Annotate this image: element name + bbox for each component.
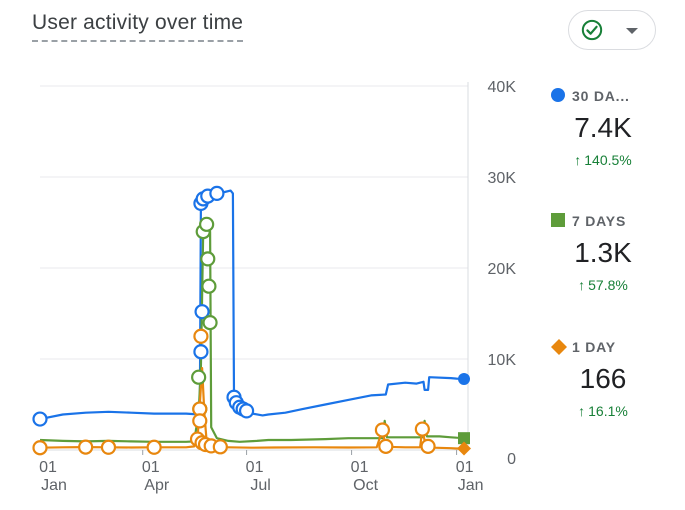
x-tick-label: 01 — [39, 459, 57, 476]
arrow-up-icon: ↑ — [574, 152, 582, 168]
diamond-marker-icon — [551, 339, 567, 355]
square-marker-icon — [551, 213, 565, 227]
data-point-marker — [420, 438, 436, 454]
series-line-0 — [39, 189, 469, 421]
legend-change: ↑ 16.1% — [578, 403, 628, 419]
data-point-marker — [32, 440, 48, 456]
series-end-marker — [457, 441, 471, 456]
series-line-1 — [39, 221, 469, 443]
data-point-marker — [201, 278, 217, 294]
arrow-up-icon: ↑ — [578, 277, 586, 293]
legend-value: 1.3K — [574, 237, 632, 268]
data-point-marker — [78, 439, 94, 455]
arrow-up-icon: ↑ — [578, 403, 586, 419]
data-point-marker — [191, 369, 207, 385]
data-point-marker — [209, 185, 225, 201]
data-point-marker — [212, 439, 228, 455]
legend-label: 1 DAY — [572, 339, 616, 355]
x-tick-label: 01 — [351, 459, 369, 476]
legend-value: 166 — [579, 363, 627, 394]
series-end-markers — [457, 373, 471, 456]
data-point-marker — [194, 304, 210, 320]
data-point-marker — [100, 439, 117, 455]
x-tick-label: Jul — [250, 477, 270, 494]
data-point-marker — [146, 439, 162, 455]
series-end-marker — [458, 373, 470, 386]
circle-marker-icon — [551, 88, 565, 102]
legend-change: ↑ 57.8% — [578, 277, 628, 293]
data-point-marker — [192, 413, 208, 429]
legend-30-days[interactable]: 30 DA... 7.4K ↑ 140.5% — [548, 86, 673, 168]
data-point-marker — [238, 403, 255, 419]
check-circle-icon — [581, 19, 603, 41]
legend-change: ↑ 140.5% — [574, 152, 632, 168]
y-tick-label: 30K — [488, 170, 517, 187]
chevron-down-icon — [626, 28, 638, 34]
x-tick-label: 01 — [142, 459, 160, 476]
y-tick-label: 40K — [488, 79, 517, 96]
data-point-marker — [374, 422, 390, 438]
gridlines — [40, 82, 469, 451]
y-tick-label: 20K — [488, 261, 517, 278]
data-point-marker — [378, 438, 394, 454]
series-end-marker — [458, 432, 470, 445]
data-point-marker — [200, 251, 216, 267]
y-tick-label: 10K — [488, 352, 517, 369]
series-markers — [32, 185, 436, 456]
comparison-dropdown[interactable] — [568, 10, 656, 50]
legend-7-days[interactable]: 7 DAYS 1.3K ↑ 57.8% — [548, 211, 673, 293]
data-point-marker — [414, 421, 430, 437]
data-point-marker — [199, 216, 215, 232]
x-tick-label: Jan — [41, 477, 67, 494]
legend-label: 30 DA... — [572, 88, 630, 104]
x-tick-label: Apr — [144, 477, 170, 494]
x-tick-label: 01 — [456, 459, 474, 476]
card-title: User activity over time — [32, 10, 244, 42]
data-point-marker — [193, 344, 209, 360]
legend-label: 7 DAYS — [572, 213, 627, 229]
x-tick-label: Jan — [458, 477, 484, 494]
y-tick-label: 0 — [507, 451, 516, 468]
data-point-marker — [32, 411, 48, 427]
data-point-marker — [202, 315, 218, 331]
x-tick-label: Oct — [353, 477, 378, 494]
data-point-marker — [193, 328, 209, 344]
y-axis: 0 10K 20K 30K 40K — [488, 79, 517, 468]
legend-1-day[interactable]: 1 DAY 166 ↑ 16.1% — [548, 337, 673, 419]
x-tick-label: 01 — [246, 459, 264, 476]
legend-value: 7.4K — [574, 112, 632, 143]
